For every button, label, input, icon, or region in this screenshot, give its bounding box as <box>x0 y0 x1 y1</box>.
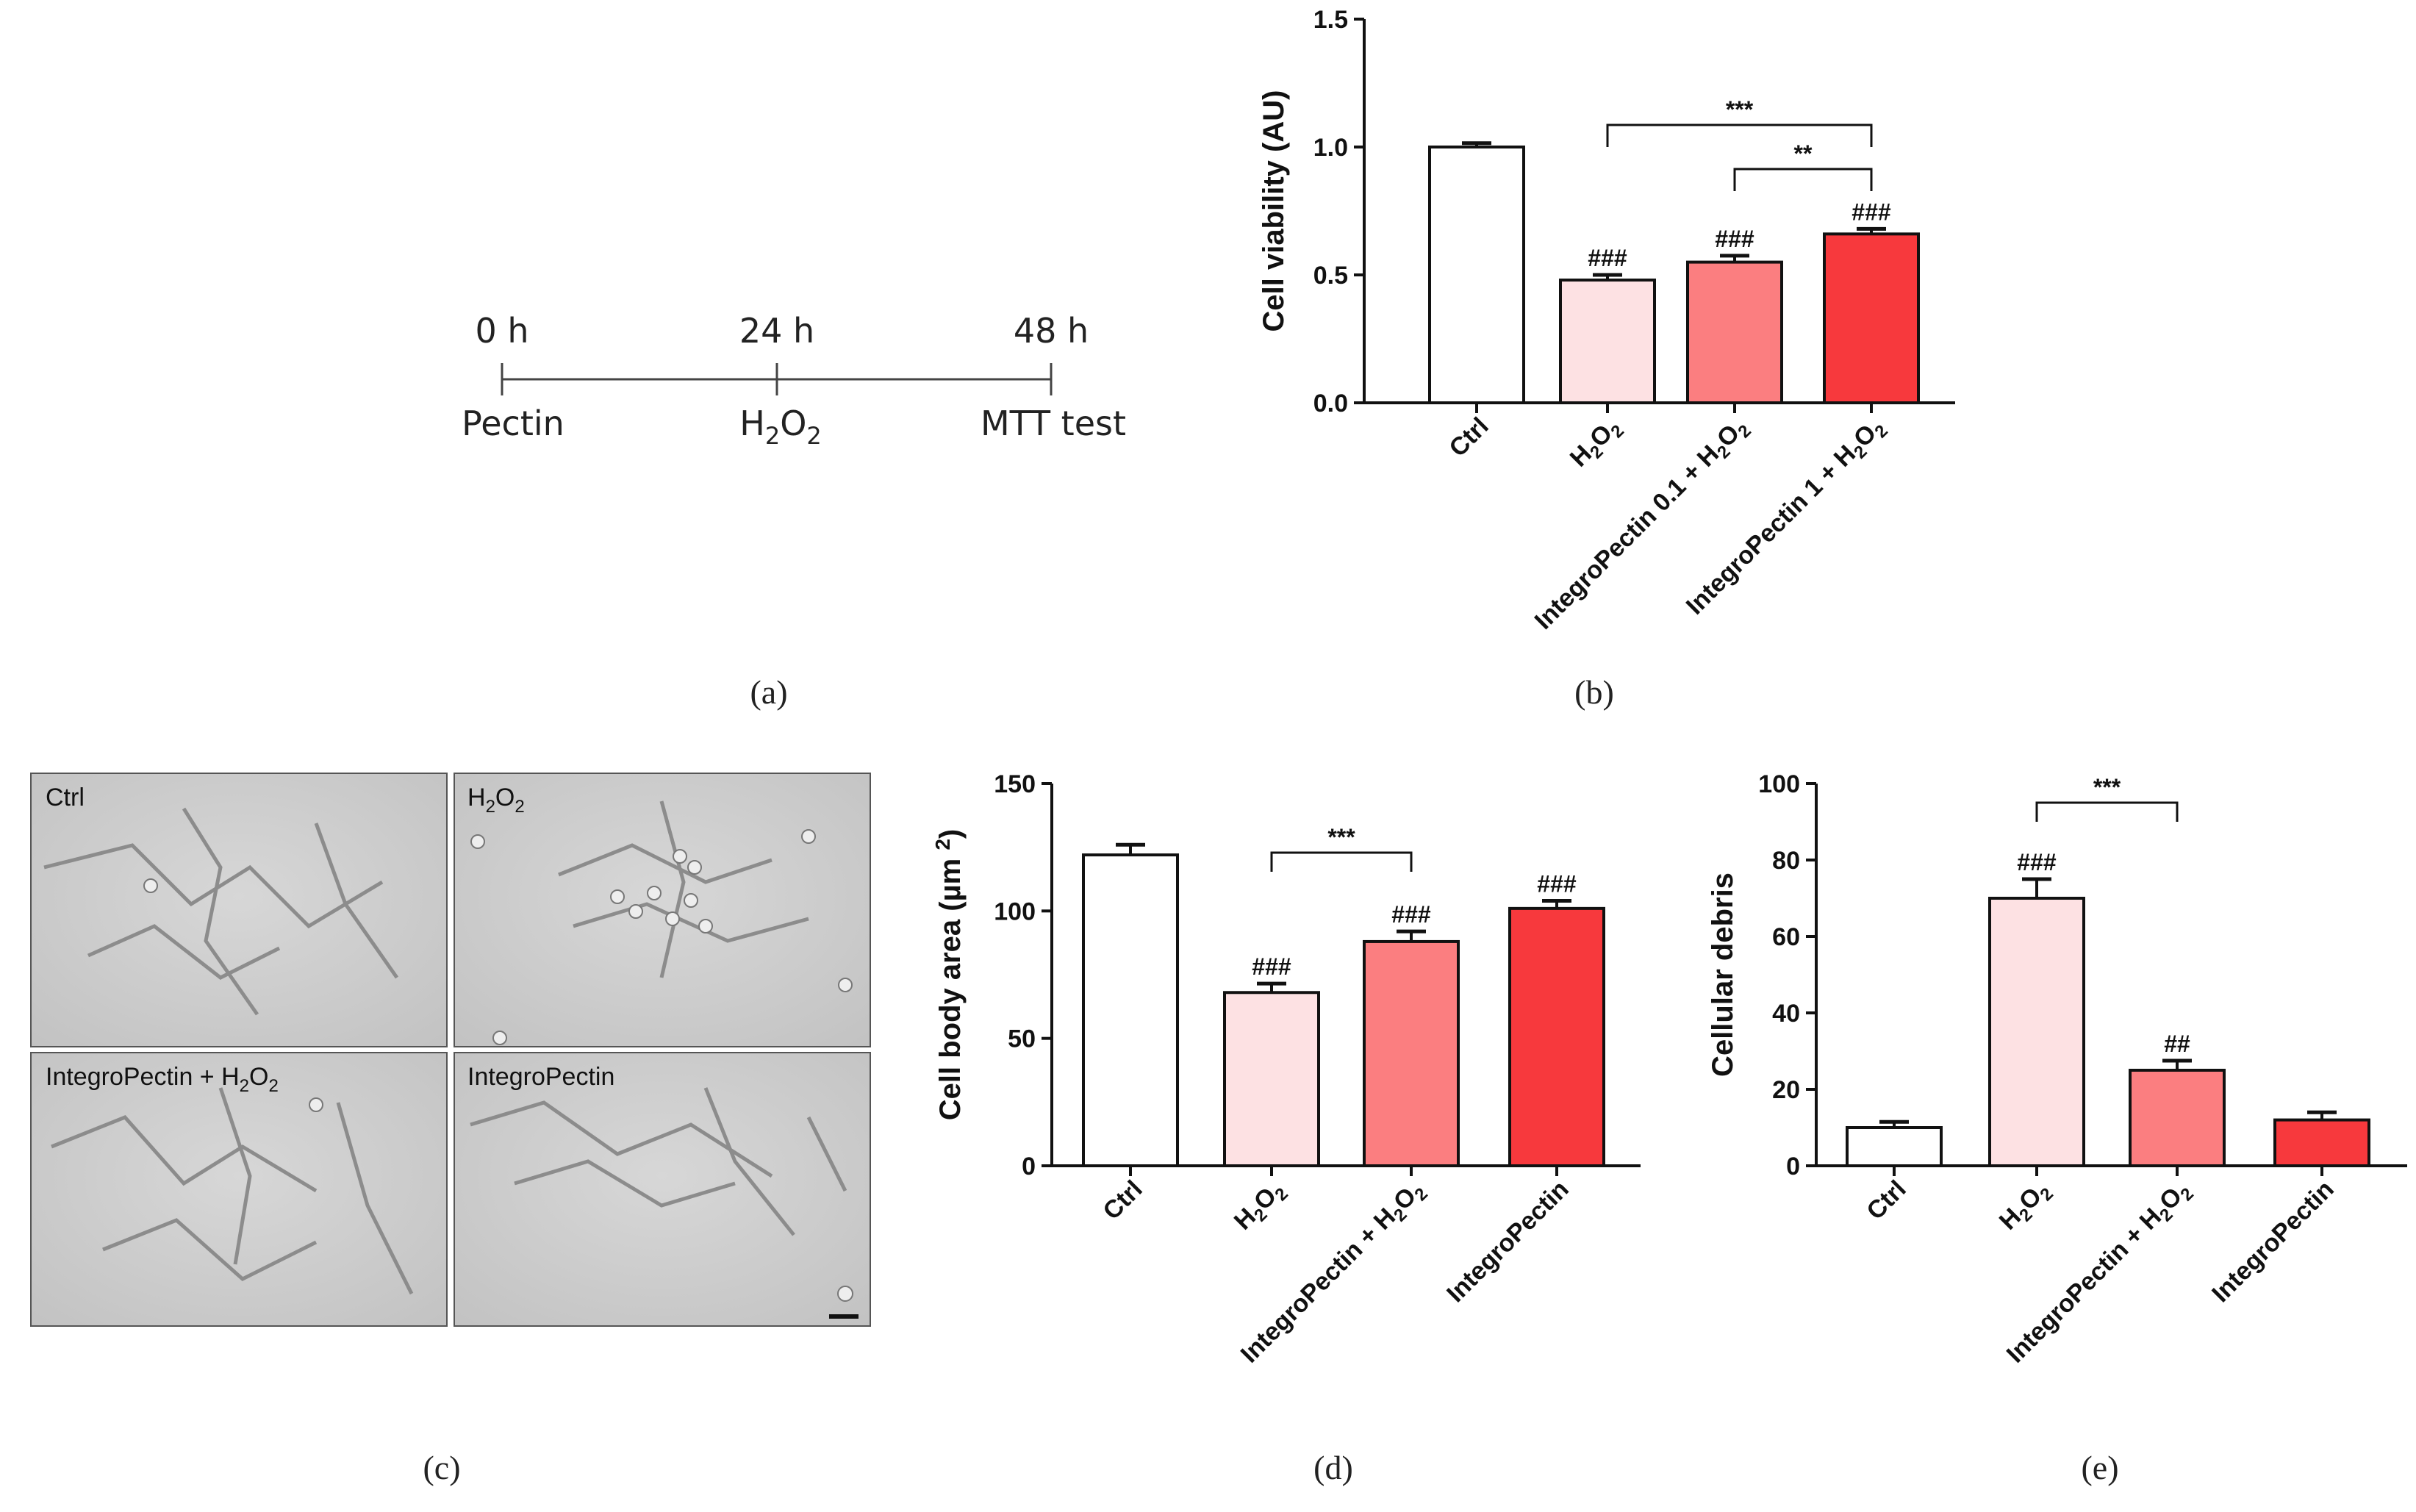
timeline-event-mtt: MTT test <box>981 404 1126 443</box>
category-label: H2O2​ <box>1994 1175 2057 1239</box>
timeline-time-24: 24 h <box>739 311 814 351</box>
bar <box>1082 853 1179 1167</box>
significance-label: *** <box>2093 774 2121 800</box>
timeline-panel: 0 h 24 h 48 h Pectin H2O2 MTT test (a) <box>462 311 1126 711</box>
bar <box>1363 939 1460 1168</box>
cell-network <box>558 800 809 978</box>
y-tick-label: 50 <box>1008 1025 1036 1053</box>
micrograph-label-integropectin-h2o2: IntegroPectin + H2O2 <box>46 1063 279 1096</box>
y-axis-title: Cell viability (AU) <box>1258 90 1290 332</box>
category-label: IntegroPectin <box>2207 1175 2339 1308</box>
y-tick-label: 100 <box>1758 770 1800 798</box>
category-label: H2O2​ <box>1565 412 1628 476</box>
y-axis-title: Cellular debris <box>1707 873 1739 1077</box>
significance-bracket <box>1733 168 1873 191</box>
panel-label-b: (b) <box>1574 673 1614 711</box>
chart-cell-viability: 0.0 0.5 1.0 1.5 Cell viability (AU) Ctrl ### H2… <box>1258 6 1955 638</box>
y-tick-label: 20 <box>1772 1076 1800 1104</box>
bar <box>1559 278 1656 404</box>
bar <box>1686 260 1783 404</box>
timeline-event-h2o2: H2O2 <box>739 404 822 450</box>
micrograph-label-integropectin: IntegroPectin <box>467 1063 614 1091</box>
significance-label: ### <box>1588 245 1627 271</box>
y-tick-label: 80 <box>1772 847 1800 875</box>
chart-cellular-debris: 0 20 40 60 80 100 Cellular debris Ctrl ### H2O2​ #… <box>1707 770 2407 1369</box>
bar <box>2273 1118 2370 1167</box>
significance-label: ** <box>1794 140 1813 167</box>
y-tick-label: 60 <box>1772 923 1800 951</box>
y-tick-label: 1.5 <box>1313 6 1348 34</box>
category-label: Ctrl <box>1444 412 1494 462</box>
cell-network <box>470 1087 847 1236</box>
timeline-event-pectin: Pectin <box>462 404 564 443</box>
bar <box>1508 906 1605 1168</box>
significance-label: ### <box>2017 849 2057 875</box>
y-tick-label: 40 <box>1772 1000 1800 1028</box>
cell-debris <box>309 1097 323 1112</box>
y-tick-label: 150 <box>994 770 1036 798</box>
cell-network <box>43 807 399 1016</box>
y-tick-label: 0.0 <box>1313 390 1348 418</box>
y-axis-title: Cell body area (µm 2) <box>931 829 967 1121</box>
cell-network <box>51 1087 414 1295</box>
significance-label: ## <box>2164 1031 2190 1057</box>
category-label: IntegroPectin 1 + H2O2​ <box>1681 412 1892 623</box>
micrograph-integropectin: IntegroPectin <box>454 1052 871 1327</box>
category-label: Ctrl <box>1861 1175 1911 1225</box>
y-tick-label: 0 <box>1786 1153 1800 1180</box>
significance-label: *** <box>1327 824 1355 850</box>
significance-bracket <box>1606 123 1873 147</box>
micrograph-h2o2: H2O2 <box>454 773 871 1047</box>
y-tick-label: 1.0 <box>1313 134 1348 162</box>
significance-label: ### <box>1391 901 1431 928</box>
micrograph-panel: Ctrl H2O2 IntegroPectin + H2O2 IntegroP <box>30 773 871 1486</box>
micrograph-integropectin-h2o2: IntegroPectin + H2O2 <box>30 1052 448 1327</box>
category-label: Ctrl <box>1097 1175 1147 1225</box>
panel-label-c: (c) <box>423 1449 460 1486</box>
bar <box>2129 1069 2226 1167</box>
y-tick-label: 0.5 <box>1313 262 1348 290</box>
bar <box>1223 991 1320 1168</box>
significance-label: ### <box>1715 226 1754 252</box>
significance-label: *** <box>1726 96 1754 123</box>
bar <box>1988 897 2085 1167</box>
micrograph-label-h2o2: H2O2 <box>467 784 525 817</box>
category-label: IntegroPectin <box>1441 1175 1574 1308</box>
bar <box>1846 1126 1943 1167</box>
cell-debris <box>837 1286 853 1302</box>
y-tick-label: 0 <box>1022 1153 1036 1180</box>
significance-bracket <box>1270 851 1413 872</box>
bar <box>1428 146 1525 404</box>
panel-label-a: (a) <box>750 673 787 711</box>
micrograph-ctrl: Ctrl <box>30 773 448 1047</box>
timeline-time-0: 0 h <box>475 311 528 351</box>
category-label: IntegroPectin 0.1 + H2O2​ <box>1530 412 1755 638</box>
significance-label: ### <box>1252 953 1291 980</box>
micrograph-label-ctrl: Ctrl <box>46 784 85 811</box>
cell-debris <box>470 829 853 1045</box>
cell-debris <box>143 878 158 893</box>
bar <box>1823 232 1920 404</box>
timeline-time-48: 48 h <box>1014 311 1089 351</box>
chart-cell-body-area: 0 50 100 150 Cell body area (µm 2) Ctrl ### H2O… <box>931 770 1641 1369</box>
category-label: H2O2​ <box>1229 1175 1292 1239</box>
significance-label: ### <box>1537 870 1577 897</box>
panel-label-e: (e) <box>2081 1449 2118 1486</box>
panel-label-d: (d) <box>1313 1449 1353 1486</box>
significance-label: ### <box>1852 198 1891 225</box>
y-tick-label: 100 <box>994 897 1036 925</box>
significance-bracket <box>2035 801 2179 822</box>
